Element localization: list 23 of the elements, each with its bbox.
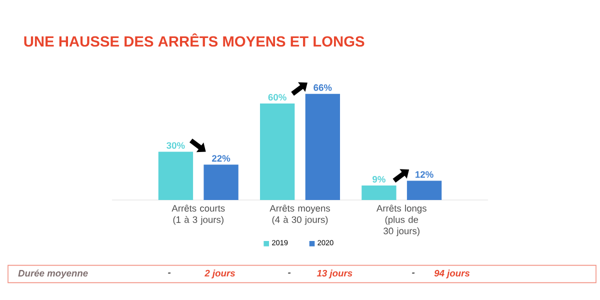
text: 13 jours: [316, 270, 352, 278]
data-label: 9%: [372, 176, 386, 183]
bar: [362, 186, 396, 200]
data-label: 22%: [212, 155, 230, 162]
chart-title: UNE HAUSSE DES ARRÊTS MOYENS ET LONGS: [24, 33, 364, 47]
bar: [305, 94, 340, 200]
text: -: [412, 272, 415, 274]
text: -: [288, 272, 291, 274]
x-tick-label: Arrêts moyens (4 à 30 jours): [270, 204, 330, 225]
data-label: 66%: [314, 84, 332, 91]
data-label: 30%: [166, 142, 185, 149]
data-label: 12%: [416, 171, 434, 178]
text: 2 jours: [204, 270, 235, 278]
text: 94 jours: [434, 270, 470, 278]
x-tick-label: Arrêts courts (1 à 3 jours): [172, 204, 225, 225]
bar: [158, 152, 194, 200]
x-tick-label: Arrêts longs (plus de 30 jours): [376, 204, 426, 236]
bar: [204, 164, 238, 200]
text: Durée moyenne: [18, 270, 88, 278]
data-label: 60%: [268, 94, 286, 101]
bar: [260, 103, 295, 200]
bar: [406, 180, 442, 200]
text: -: [168, 272, 171, 274]
